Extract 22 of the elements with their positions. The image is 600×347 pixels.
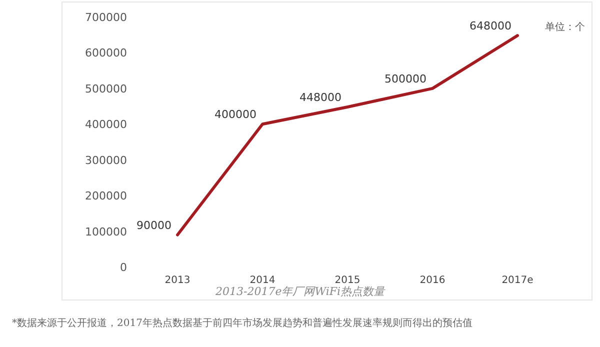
y-tick-label: 0 xyxy=(120,261,127,274)
y-tick-label: 600000 xyxy=(85,46,127,60)
data-label: 90000 xyxy=(136,218,172,232)
y-tick-label: 400000 xyxy=(85,118,127,132)
x-tick-label: 2017e xyxy=(502,275,534,286)
y-tick-label: 100000 xyxy=(85,225,127,238)
x-tick-label: 2014 xyxy=(250,275,276,286)
y-tick-label: 700000 xyxy=(85,11,127,24)
annotation: 单位：个 xyxy=(545,21,585,33)
x-tick-label: 2013 xyxy=(164,275,190,286)
x-tick-label: 2016 xyxy=(420,275,446,286)
line-series xyxy=(176,34,519,236)
x-tick-label: 2015 xyxy=(334,275,360,286)
data-label: 448000 xyxy=(300,91,342,104)
data-label: 648000 xyxy=(470,20,512,33)
data-label: 500000 xyxy=(384,72,426,86)
y-tick-label: 500000 xyxy=(85,82,127,96)
y-tick-label: 300000 xyxy=(85,154,127,167)
data-label: 400000 xyxy=(214,108,256,122)
text: *数据来源于公开报道，2017年热点数据基于前四年市场发展趋势和普遍性发展速率规则而得出的预估值 xyxy=(12,317,472,329)
text: 2013-2017e年厂网WiFi热点数量 xyxy=(214,285,386,298)
y-tick-label: 200000 xyxy=(85,190,127,203)
